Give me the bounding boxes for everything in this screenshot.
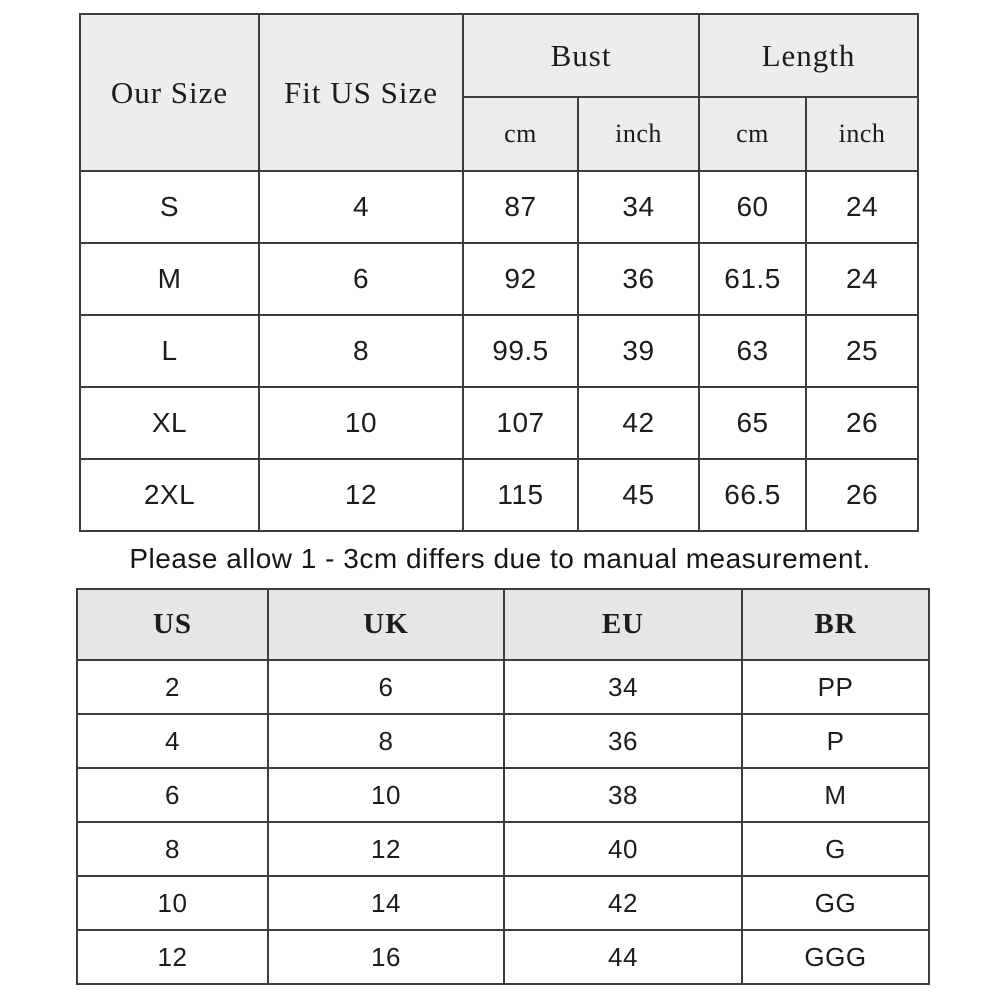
length-inch-value: 26	[805, 386, 920, 460]
br-size-value: G	[741, 821, 930, 877]
fit-us-value: 4	[258, 170, 464, 244]
conversion-row: 2 6 34 PP	[76, 659, 930, 715]
bust-cm-value: 92	[462, 242, 579, 316]
uk-size-value: 8	[267, 713, 505, 769]
column-header-bust: Bust	[461, 13, 701, 98]
subheader-bust-inch: inch	[576, 96, 701, 172]
conversion-header-row: US UK EU BR	[76, 588, 930, 661]
us-size-value: 4	[76, 713, 269, 769]
measurement-note: Please allow 1 - 3cm differs due to manu…	[129, 543, 871, 574]
garment-size-table: Our Size Fit US Size Bust Length cm inch…	[79, 13, 920, 532]
conversion-row: 6 10 38 M	[76, 767, 930, 823]
length-inch-value: 26	[805, 458, 920, 532]
length-cm-value: 65	[698, 386, 808, 460]
eu-size-value: 42	[503, 875, 743, 931]
size-table-header-row: Our Size Fit US Size Bust Length	[79, 13, 920, 172]
column-header-br: BR	[741, 588, 930, 661]
eu-size-value: 38	[503, 767, 743, 823]
column-header-us: US	[76, 588, 269, 661]
size-table-subheader-row: cm inch cm inch	[80, 96, 920, 172]
fit-us-value: 10	[258, 386, 464, 460]
uk-size-value: 6	[267, 659, 505, 715]
size-row-m: M 6 92 36 61.5 24	[79, 242, 920, 316]
bust-cm-value: 87	[462, 170, 579, 244]
bust-inch-value: 36	[576, 242, 701, 316]
fit-us-value: 8	[258, 314, 464, 388]
us-size-value: 12	[76, 929, 269, 985]
size-label: 2XL	[79, 458, 260, 532]
fit-us-value: 12	[258, 458, 464, 532]
bust-inch-value: 39	[576, 314, 701, 388]
column-header-eu: EU	[503, 588, 743, 661]
length-inch-value: 25	[805, 314, 920, 388]
fit-us-value: 6	[258, 242, 464, 316]
size-label: S	[79, 170, 260, 244]
uk-size-value: 12	[267, 821, 505, 877]
uk-size-value: 14	[267, 875, 505, 931]
bust-cm-value: 99.5	[462, 314, 579, 388]
subheader-length-cm: cm	[698, 96, 808, 172]
size-row-xl: XL 10 107 42 65 26	[79, 386, 920, 460]
column-header-our-size: Our Size	[79, 13, 260, 172]
length-cm-value: 66.5	[698, 458, 808, 532]
bust-cm-value: 107	[462, 386, 579, 460]
length-inch-value: 24	[805, 170, 920, 244]
uk-size-value: 16	[267, 929, 505, 985]
size-label: M	[79, 242, 260, 316]
br-size-value: GGG	[741, 929, 930, 985]
us-size-value: 8	[76, 821, 269, 877]
br-size-value: PP	[741, 659, 930, 715]
us-size-value: 2	[76, 659, 269, 715]
us-size-value: 10	[76, 875, 269, 931]
subheader-length-inch: inch	[805, 96, 920, 172]
eu-size-value: 36	[503, 713, 743, 769]
column-header-fit-us-size: Fit US Size	[258, 13, 464, 172]
size-row-s: S 4 87 34 60 24	[79, 170, 920, 244]
bust-cm-value: 115	[462, 458, 579, 532]
conversion-row: 10 14 42 GG	[76, 875, 930, 931]
length-inch-value: 24	[805, 242, 920, 316]
size-label: XL	[79, 386, 260, 460]
eu-size-value: 40	[503, 821, 743, 877]
size-label: L	[79, 314, 260, 388]
eu-size-value: 34	[503, 659, 743, 715]
us-size-value: 6	[76, 767, 269, 823]
eu-size-value: 44	[503, 929, 743, 985]
column-header-length: Length	[698, 13, 920, 98]
br-size-value: P	[741, 713, 930, 769]
bust-inch-value: 45	[576, 458, 701, 532]
br-size-value: GG	[741, 875, 930, 931]
length-cm-value: 63	[698, 314, 808, 388]
conversion-row: 12 16 44 GGG	[76, 929, 930, 985]
br-size-value: M	[741, 767, 930, 823]
size-row-l: L 8 99.5 39 63 25	[79, 314, 920, 388]
size-row-2xl: 2XL 12 115 45 66.5 26	[79, 458, 920, 532]
international-size-conversion-table: US UK EU BR 2 6 34 PP 4 8 36 P 6 10 38	[76, 588, 930, 985]
column-header-uk: UK	[267, 588, 505, 661]
bust-inch-value: 34	[576, 170, 701, 244]
conversion-row: 8 12 40 G	[76, 821, 930, 877]
length-cm-value: 61.5	[698, 242, 808, 316]
conversion-row: 4 8 36 P	[76, 713, 930, 769]
length-cm-value: 60	[698, 170, 808, 244]
uk-size-value: 10	[267, 767, 505, 823]
subheader-bust-cm: cm	[462, 96, 579, 172]
bust-inch-value: 42	[576, 386, 701, 460]
